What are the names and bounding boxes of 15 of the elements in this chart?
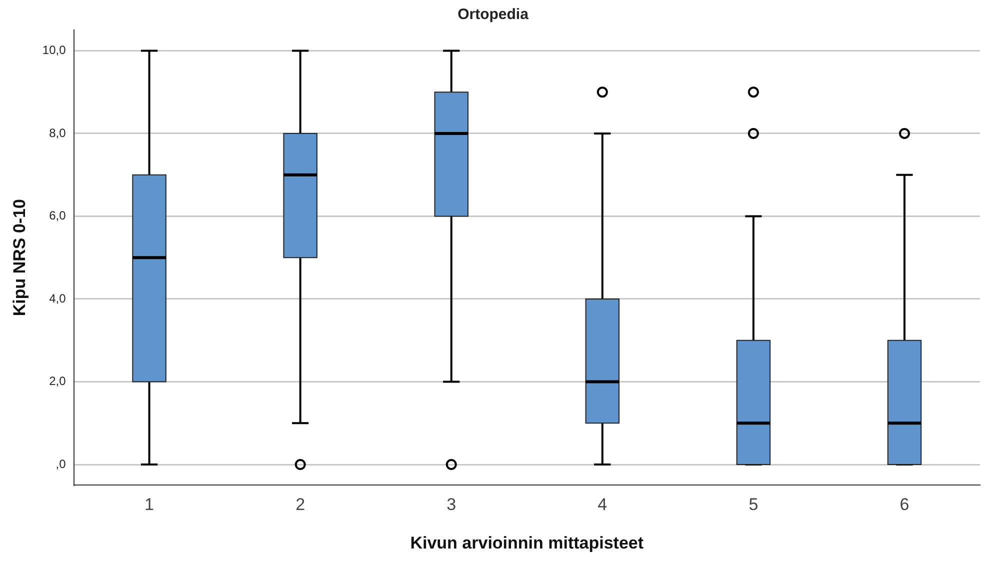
y-tick-label: ,0 xyxy=(56,456,66,471)
chart-title: Ortopedia xyxy=(458,6,530,24)
x-tick-label: 2 xyxy=(296,495,306,514)
x-tick-label: 6 xyxy=(900,495,910,514)
y-tick-label: 10,0 xyxy=(42,43,66,58)
y-tick-label: 6,0 xyxy=(49,208,66,223)
y-tick-label: 2,0 xyxy=(49,374,66,388)
x-tick-label: 4 xyxy=(598,495,608,514)
y-axis-title: Kipu NRS 0-10 xyxy=(10,199,29,316)
x-tick-label: 3 xyxy=(446,495,456,514)
y-tick-label: 8,0 xyxy=(49,126,66,140)
x-tick-label: 5 xyxy=(748,495,758,514)
x-tick-label: 1 xyxy=(144,495,154,514)
x-axis-title: Kivun arvioinnin mittapisteet xyxy=(410,533,644,552)
y-tick-label: 4,0 xyxy=(49,291,66,306)
